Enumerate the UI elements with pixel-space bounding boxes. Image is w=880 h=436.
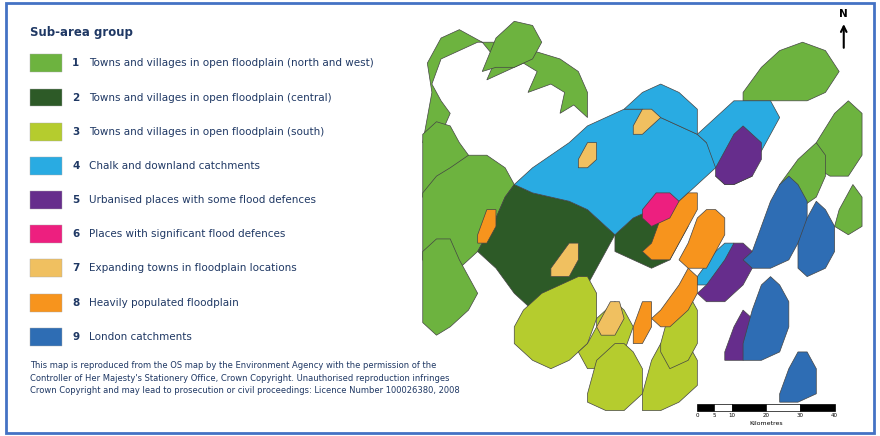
Text: 30: 30 (796, 413, 803, 419)
Polygon shape (597, 302, 624, 335)
Text: 2: 2 (72, 92, 79, 102)
FancyBboxPatch shape (30, 191, 62, 209)
Text: 40: 40 (831, 413, 838, 419)
Polygon shape (588, 344, 642, 411)
Polygon shape (715, 126, 761, 184)
Bar (800, 404, 834, 411)
Polygon shape (743, 176, 807, 268)
Text: Chalk and downland catchments: Chalk and downland catchments (89, 161, 260, 171)
Polygon shape (422, 122, 478, 210)
Polygon shape (780, 143, 825, 210)
Polygon shape (834, 184, 862, 235)
FancyBboxPatch shape (30, 293, 62, 312)
Polygon shape (478, 210, 496, 243)
Text: 5: 5 (72, 195, 79, 205)
Polygon shape (661, 293, 697, 369)
Polygon shape (514, 109, 715, 235)
Text: Towns and villages in open floodplain (south): Towns and villages in open floodplain (s… (89, 127, 325, 137)
FancyBboxPatch shape (30, 328, 62, 346)
Polygon shape (551, 243, 578, 276)
Text: 1: 1 (72, 58, 79, 68)
Text: Sub-area group: Sub-area group (30, 26, 133, 39)
Text: Places with significant flood defences: Places with significant flood defences (89, 229, 285, 239)
Polygon shape (651, 268, 697, 327)
Text: 4: 4 (72, 161, 79, 171)
FancyBboxPatch shape (30, 54, 62, 72)
Text: 5: 5 (713, 413, 716, 419)
Text: 10: 10 (728, 413, 735, 419)
FancyBboxPatch shape (30, 123, 62, 141)
Text: 7: 7 (72, 263, 79, 273)
Polygon shape (634, 302, 651, 344)
Text: Urbanised places with some flood defences: Urbanised places with some flood defence… (89, 195, 316, 205)
Polygon shape (715, 151, 752, 184)
Polygon shape (798, 201, 834, 276)
FancyBboxPatch shape (30, 259, 62, 277)
Text: 6: 6 (72, 229, 79, 239)
FancyBboxPatch shape (30, 89, 62, 106)
Text: N: N (840, 9, 848, 19)
Polygon shape (642, 335, 697, 411)
Polygon shape (725, 310, 752, 360)
Polygon shape (817, 101, 862, 176)
Polygon shape (679, 210, 725, 268)
Text: 20: 20 (762, 413, 769, 419)
Polygon shape (697, 243, 752, 302)
Text: This map is reproduced from the OS map by the Environment Agency with the permis: This map is reproduced from the OS map b… (30, 361, 459, 395)
Text: 9: 9 (72, 332, 79, 342)
Polygon shape (578, 302, 634, 369)
Polygon shape (642, 193, 679, 226)
Polygon shape (743, 276, 788, 360)
Polygon shape (624, 84, 697, 134)
Text: 8: 8 (72, 298, 79, 308)
Text: Expanding towns in floodplain locations: Expanding towns in floodplain locations (89, 263, 297, 273)
Bar (697, 404, 715, 411)
Polygon shape (697, 243, 734, 285)
Text: Towns and villages in open floodplain (central): Towns and villages in open floodplain (c… (89, 92, 332, 102)
Polygon shape (422, 30, 588, 143)
Bar (715, 404, 731, 411)
Polygon shape (422, 239, 478, 335)
FancyBboxPatch shape (30, 157, 62, 175)
Bar (731, 404, 766, 411)
Polygon shape (422, 155, 514, 272)
Polygon shape (615, 210, 688, 268)
FancyBboxPatch shape (30, 225, 62, 243)
Text: Kilometres: Kilometres (749, 421, 783, 426)
Polygon shape (514, 276, 597, 369)
Text: Towns and villages in open floodplain (north and west): Towns and villages in open floodplain (n… (89, 58, 374, 68)
Polygon shape (482, 21, 542, 72)
Text: Heavily populated floodplain: Heavily populated floodplain (89, 298, 238, 308)
Polygon shape (634, 109, 661, 134)
Text: 3: 3 (72, 127, 79, 137)
Polygon shape (743, 42, 840, 101)
Text: 0: 0 (695, 413, 699, 419)
Polygon shape (478, 184, 615, 310)
Polygon shape (578, 143, 597, 168)
Text: London catchments: London catchments (89, 332, 192, 342)
Polygon shape (642, 193, 697, 260)
Polygon shape (780, 352, 817, 402)
Polygon shape (697, 101, 780, 168)
Bar (766, 404, 800, 411)
